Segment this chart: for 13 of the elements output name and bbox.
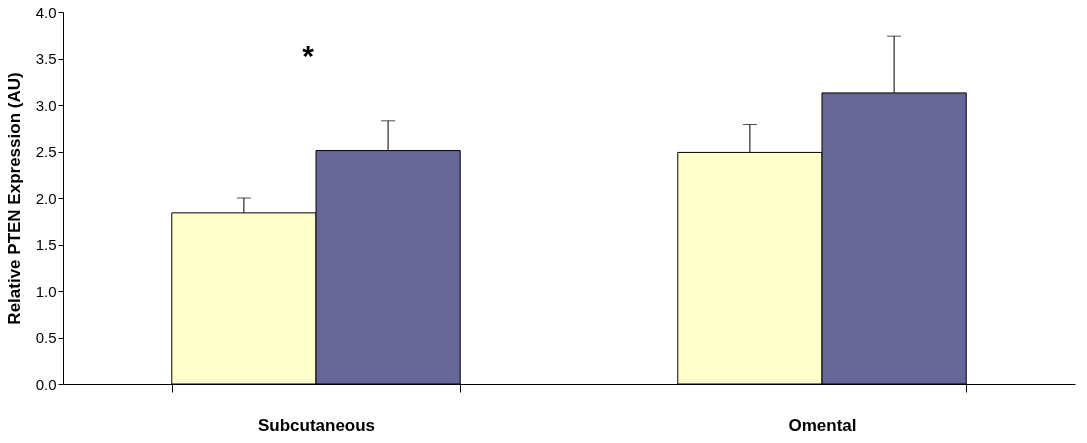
x-tick-label: Subcutaneous (257, 415, 376, 435)
y-tick-label: 1.0 (35, 282, 57, 300)
y-axis-title: Relative PTEN Expression (AU) (4, 72, 24, 325)
y-tick-label: 2.5 (35, 143, 57, 160)
annotation: * (302, 39, 315, 72)
y-tick-label: 2.0 (35, 189, 57, 207)
x-tick-label: Omental (788, 415, 857, 435)
y-tick-label: 0.5 (35, 329, 57, 346)
y-tick-label: 4.0 (35, 3, 57, 21)
y-tick-label: 1.5 (35, 236, 57, 253)
y-tick-label: 3.5 (35, 50, 57, 67)
y-tick-label: 3.0 (35, 96, 57, 114)
y-tick-label: 0.0 (35, 375, 57, 393)
